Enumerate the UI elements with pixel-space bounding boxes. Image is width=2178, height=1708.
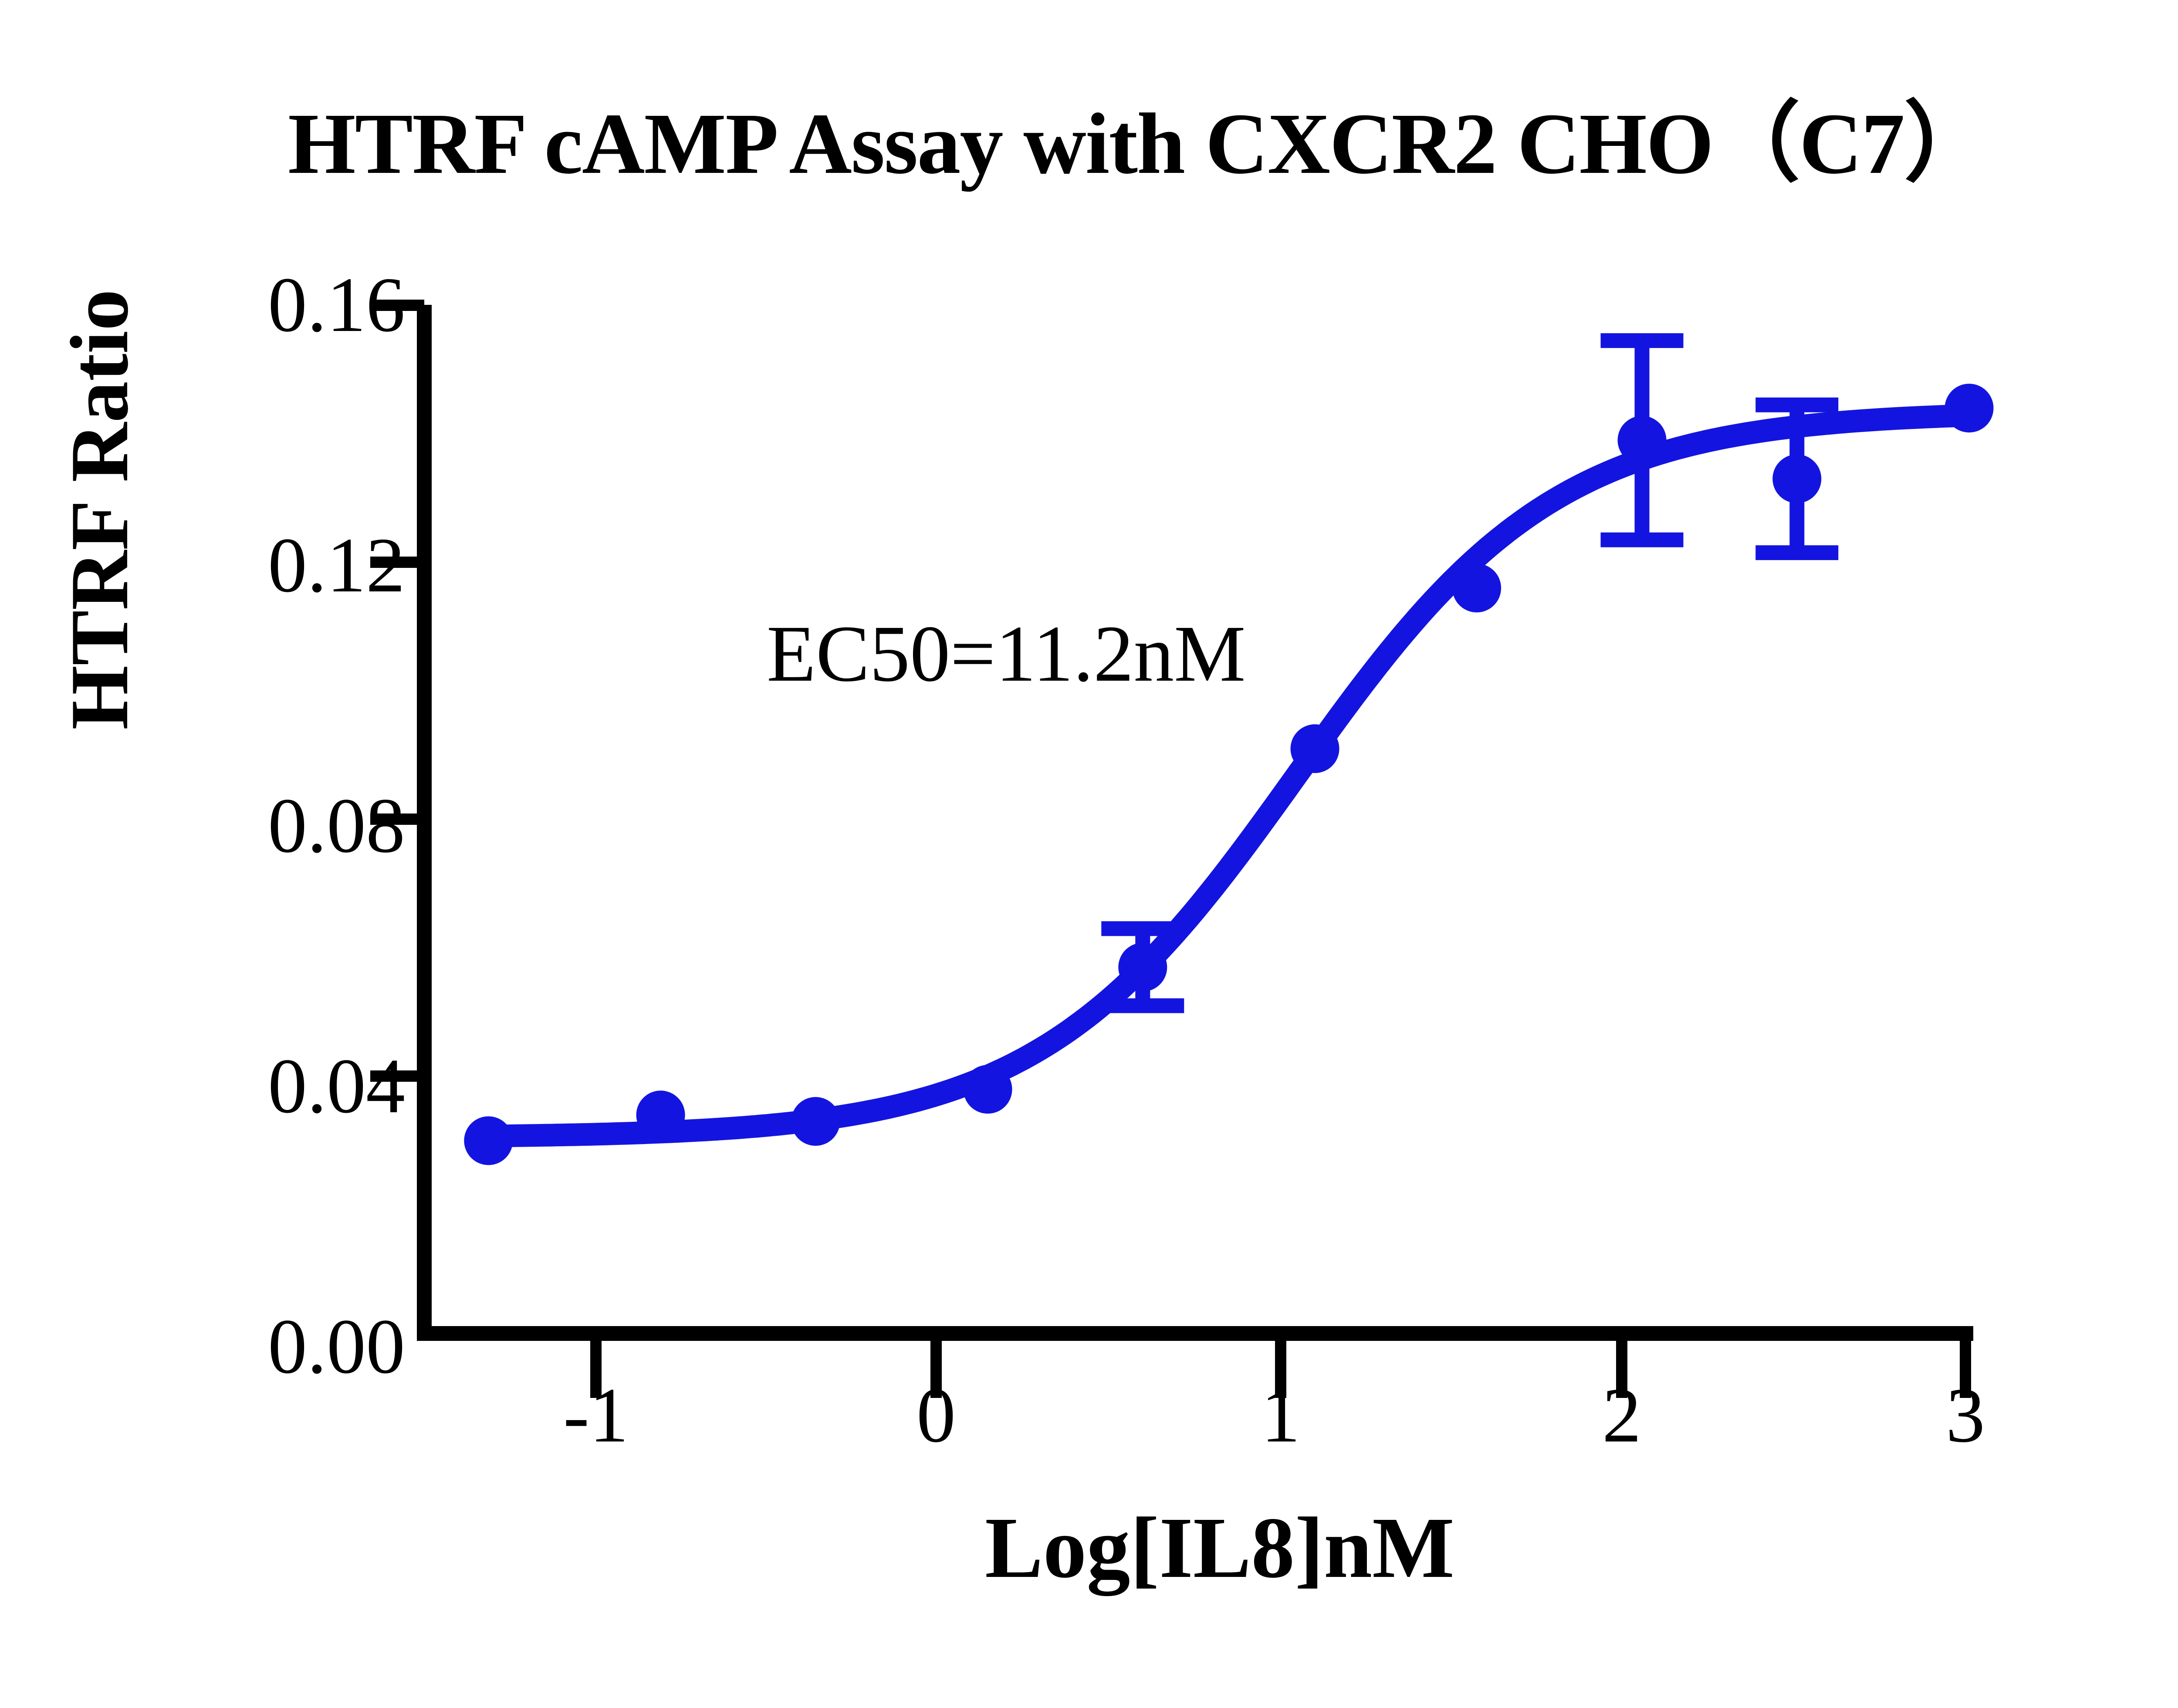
data-point-marker: [1617, 415, 1667, 465]
ec50-annotation: EC50=11.2nM: [767, 609, 1246, 699]
data-point-markers: [464, 384, 1994, 1165]
data-point-marker: [1452, 564, 1502, 613]
y-tick-label-000: 0.00: [268, 1303, 405, 1390]
data-series-il8: [464, 333, 1994, 1165]
x-tick-marks: [590, 1340, 1971, 1398]
data-point-marker: [1290, 724, 1339, 773]
data-point-marker: [1945, 384, 1994, 433]
x-axis-label: Log[IL8]nM: [985, 1500, 1454, 1596]
y-tick-label-004: 0.04: [268, 1043, 405, 1129]
data-point-marker: [464, 1116, 513, 1165]
data-point-marker: [791, 1097, 840, 1146]
data-point-marker: [1772, 454, 1822, 503]
axis-lines: [417, 305, 1973, 1341]
y-tick-label-008: 0.08: [268, 782, 405, 869]
data-point-marker: [963, 1065, 1012, 1114]
page-title: HTRF cAMP Assay with CXCR2 CHO（C7）: [288, 96, 1991, 192]
fit-curve: [477, 404, 1981, 1148]
data-point-marker: [1118, 942, 1167, 992]
data-point-marker: [636, 1090, 685, 1140]
y-tick-marks: [370, 300, 424, 1082]
